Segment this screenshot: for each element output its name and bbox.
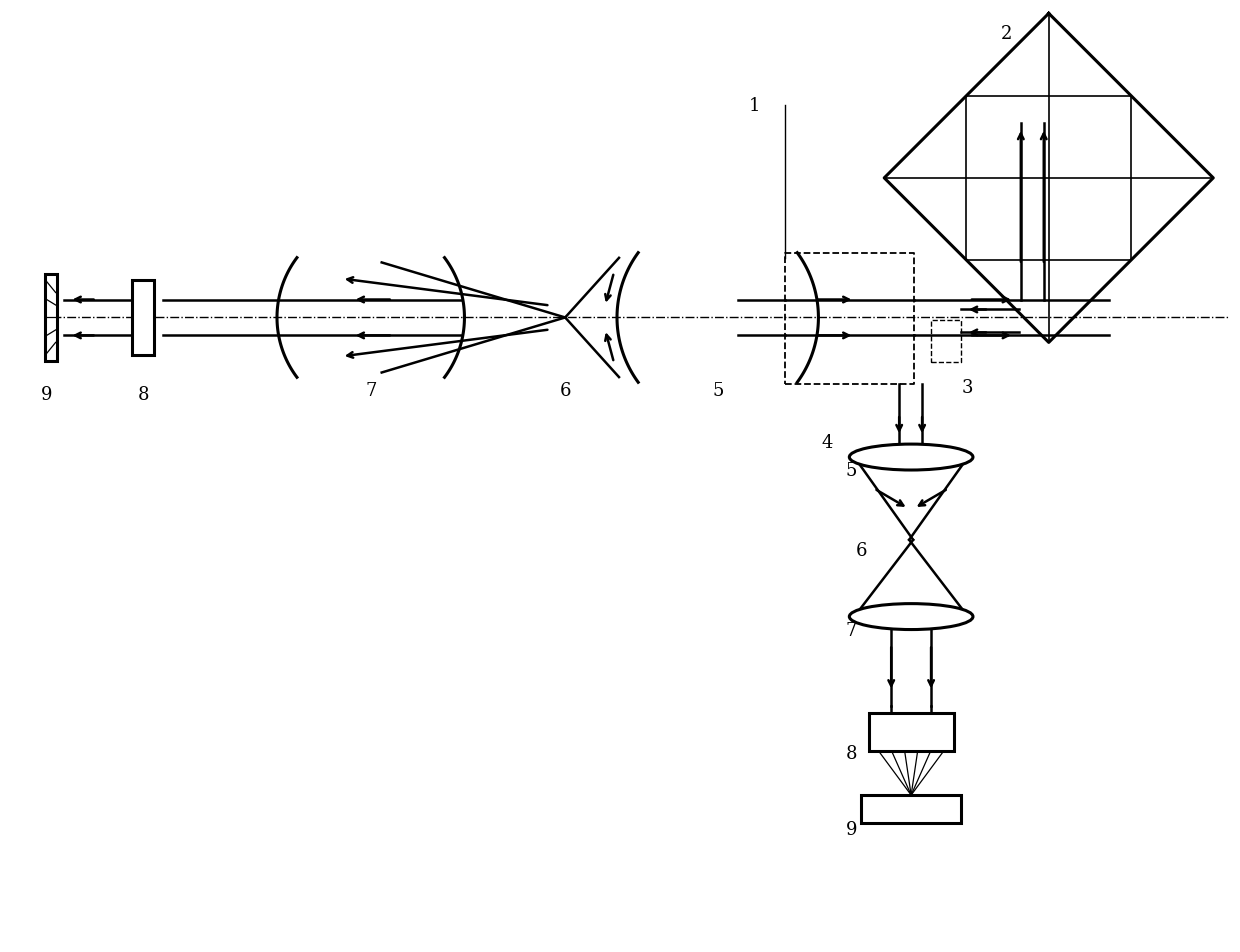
Ellipse shape [849,445,973,470]
Text: 1: 1 [749,97,760,115]
Bar [45,274,57,362]
Text: 9: 9 [846,820,857,838]
Text: 2: 2 [1001,26,1013,43]
Text: 8: 8 [846,744,857,763]
Text: 7: 7 [846,621,857,639]
Text: 8: 8 [138,386,149,404]
Text: 5: 5 [712,382,723,400]
Text: 3: 3 [961,379,972,397]
Ellipse shape [849,604,973,630]
Bar [869,714,954,751]
Text: 6: 6 [559,382,570,400]
Text: 9: 9 [41,386,52,404]
Text: 7: 7 [365,382,377,400]
Text: 5: 5 [846,462,857,480]
Text: 4: 4 [822,434,833,451]
Bar [133,281,154,355]
Bar [862,795,961,823]
Text: 6: 6 [856,542,867,559]
